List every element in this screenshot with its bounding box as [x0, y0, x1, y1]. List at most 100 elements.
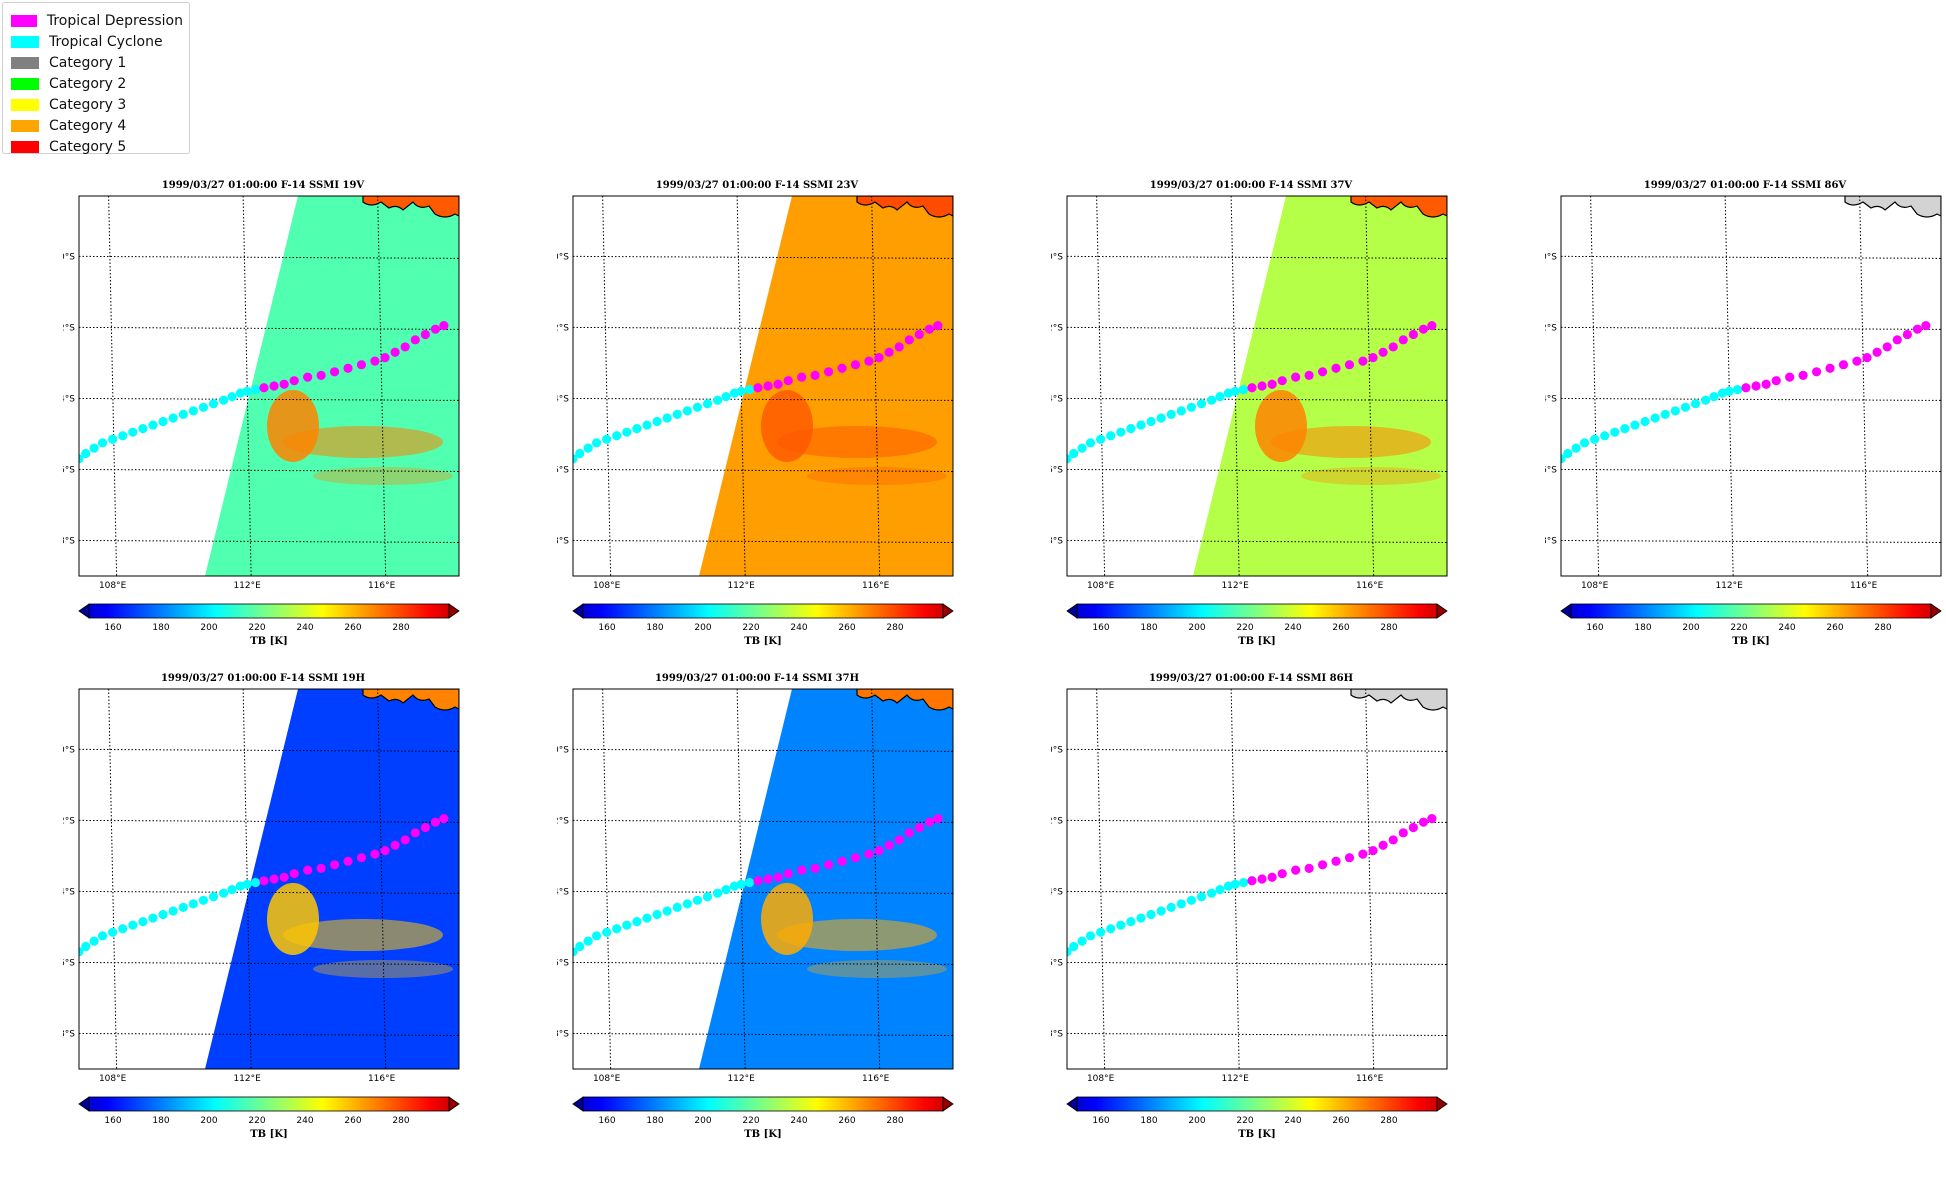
colorbar-extend-high	[448, 603, 460, 619]
tb-rainband	[777, 919, 937, 951]
track-point-tropical-depression	[894, 342, 904, 352]
meridian-line	[871, 196, 881, 576]
track-point-tropical-cyclone	[744, 384, 755, 395]
track-point-tropical-cyclone	[158, 416, 168, 427]
colorbar-tick-label: 240	[790, 1116, 807, 1126]
colorbar-extend-high	[942, 603, 954, 619]
track-point-tropical-cyclone	[178, 409, 188, 420]
track-point-tropical-cyclone	[652, 909, 662, 920]
track-point-tropical-cyclone	[1230, 386, 1240, 396]
track-point-tropical-cyclone	[198, 402, 209, 412]
track-point-tropical-depression	[837, 363, 847, 373]
lat-tick-label: 18°S	[63, 536, 75, 546]
parallel-line	[573, 326, 953, 330]
colorbar-tick-label: 280	[886, 623, 903, 633]
parallel-line	[1067, 539, 1447, 543]
track-point-tropical-cyclone	[97, 931, 108, 941]
track-point-tropical-depression	[884, 840, 894, 850]
lat-tick-label: 16°S	[557, 465, 569, 475]
track-point-tropical-cyclone	[591, 438, 602, 448]
colorbar-extend-low	[572, 1096, 584, 1112]
track-point-tropical-depression	[1358, 849, 1368, 859]
track-point-tropical-cyclone	[148, 420, 158, 430]
track-point-tropical-cyclone	[652, 416, 662, 427]
track-point-tropical-cyclone	[1166, 902, 1176, 913]
lat-tick-label: 16°S	[63, 465, 75, 475]
track-point-tropical-cyclone	[138, 424, 148, 434]
tb-rainband	[1271, 426, 1431, 458]
lat-tick-label: 12°S	[1051, 816, 1063, 826]
track-point-tropical-depression	[1418, 324, 1429, 334]
track-point-tropical-depression	[1317, 367, 1328, 377]
track-point-tropical-depression	[810, 863, 820, 873]
parallel-line	[79, 748, 459, 752]
track-point-tropical-cyclone	[198, 895, 209, 905]
colorbar-tick-label: 180	[1140, 623, 1157, 633]
track-point-tropical-depression	[823, 860, 834, 870]
track-point-tropical-depression	[1798, 370, 1808, 380]
colorbar-tick-label: 200	[694, 1116, 711, 1126]
lon-tick-label: 112°E	[1221, 581, 1249, 591]
track-point-tropical-depression	[1761, 379, 1771, 389]
track-point-tropical-depression	[279, 379, 289, 389]
track-point-tropical-depression	[1358, 356, 1368, 366]
track-point-tropical-cyclone	[1069, 448, 1079, 459]
track-point-tropical-depression	[370, 356, 380, 366]
track-point-tropical-depression	[1872, 347, 1882, 357]
parallel-line	[79, 890, 459, 894]
track-point-tropical-depression	[1892, 335, 1902, 345]
track-point-tropical-depression	[1741, 383, 1751, 393]
track-point-tropical-cyclone	[1069, 941, 1079, 952]
storm-category-legend: Tropical Depression Tropical Cyclone Cat…	[2, 2, 190, 155]
parallel-line	[1561, 468, 1941, 472]
track-point-tropical-depression	[420, 329, 430, 340]
lat-tick-label: 16°S	[1545, 465, 1557, 475]
parallel-line	[573, 748, 953, 752]
colorbar-label: TB [K]	[1732, 636, 1770, 647]
track-point-tropical-cyclone	[1136, 420, 1146, 430]
track-point-tropical-cyclone	[642, 420, 652, 430]
track-point-tropical-cyclone	[1579, 438, 1590, 448]
track-point-tropical-depression	[439, 321, 449, 331]
track-point-tropical-cyclone	[208, 399, 219, 409]
track-point-tropical-cyclone	[1156, 906, 1166, 916]
track-point-tropical-cyclone	[138, 917, 148, 927]
track-point-tropical-cyclone	[1670, 406, 1680, 416]
colorbar-tick-label: 280	[392, 1116, 409, 1126]
meridian-line	[1096, 196, 1106, 576]
track-point-tropical-cyclone	[219, 395, 229, 405]
lat-tick-label: 12°S	[1545, 323, 1557, 333]
track-point-tropical-depression	[783, 869, 793, 879]
panel-37h: 1999/03/27 01:00:00 F-14 SSMI 37H 108°E 1…	[557, 673, 957, 1183]
colorbar-tick-label: 160	[1092, 623, 1109, 633]
track-point-tropical-depression	[1368, 845, 1378, 856]
track-point-tropical-cyclone	[1630, 420, 1640, 430]
map-svg: 108°E 112°E 116°E 10°S 12°S 14°S 16°S 18°S 160 18…	[1545, 195, 1942, 647]
track-point-tropical-depression	[1427, 814, 1437, 824]
track-point-tropical-depression	[289, 376, 299, 386]
track-point-tropical-cyclone	[1230, 879, 1240, 889]
track-point-tropical-cyclone	[1077, 936, 1087, 946]
colorbar-extend-low	[78, 1096, 90, 1112]
track-point-tropical-depression	[773, 872, 783, 882]
land-mass	[1350, 196, 1447, 218]
legend-swatch	[11, 14, 37, 27]
track-point-tropical-depression	[1378, 840, 1388, 850]
track-point-tropical-depression	[329, 860, 340, 870]
track-point-tropical-depression	[914, 329, 924, 340]
track-point-tropical-cyclone	[662, 906, 672, 916]
track-point-tropical-depression	[439, 814, 449, 824]
parallel-line	[573, 397, 953, 401]
colorbar-extend-low	[572, 603, 584, 619]
colorbar-tick-label: 260	[344, 1116, 361, 1126]
colorbar-tick-label: 200	[1188, 1116, 1205, 1126]
track-point-tropical-cyclone	[250, 877, 261, 888]
panel-86v: 1999/03/27 01:00:00 F-14 SSMI 86V 108°E 1…	[1545, 180, 1945, 690]
track-point-tropical-cyclone	[1176, 406, 1186, 416]
track-point-tropical-cyclone	[1563, 448, 1573, 459]
track-point-tropical-depression	[329, 367, 340, 377]
track-point-tropical-depression	[1838, 360, 1849, 370]
track-point-tropical-cyclone	[622, 920, 632, 930]
lat-tick-label: 14°S	[63, 394, 75, 404]
track-point-tropical-cyclone	[89, 936, 99, 946]
